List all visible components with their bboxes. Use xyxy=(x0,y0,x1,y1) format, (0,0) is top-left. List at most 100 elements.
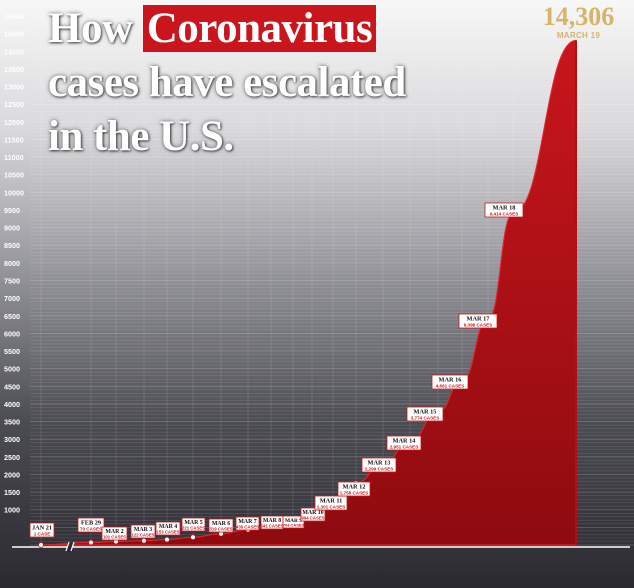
callout-box xyxy=(208,518,234,533)
callout-date: MAR 16 xyxy=(439,377,462,384)
y-tick-label: 1500 xyxy=(4,488,20,497)
data-point xyxy=(164,536,170,543)
callout-date: MAR 6 xyxy=(212,521,230,527)
title-line-3: in the U.S. xyxy=(48,113,234,160)
callout-value: 1 CASE xyxy=(34,531,51,536)
callout-box xyxy=(386,435,422,451)
callout-date: MAR 9 xyxy=(285,518,302,524)
y-tick-label: 13500 xyxy=(4,65,24,74)
y-tick-label: 4500 xyxy=(4,382,20,391)
callout-value: 2,951 CASES xyxy=(390,444,419,449)
callout-box xyxy=(406,406,444,422)
callout-value: 435 CASES xyxy=(236,524,259,529)
chart-title: How Coronavirus cases have escalated in … xyxy=(48,2,406,164)
callout-date: MAR 11 xyxy=(320,498,343,505)
callout-date: MAR 14 xyxy=(393,438,417,445)
callout-date: MAR 7 xyxy=(238,519,256,525)
callout-value: 994 CASES xyxy=(301,515,324,520)
y-tick-label: 6000 xyxy=(4,329,20,338)
title-prefix: How xyxy=(48,5,143,52)
callout-value: 1,301 CASES xyxy=(317,504,346,509)
y-tick-label: 2000 xyxy=(4,470,20,479)
y-tick-label: 11000 xyxy=(4,153,24,162)
callout-box xyxy=(314,495,348,511)
callout-date: MAR 8 xyxy=(263,518,281,524)
axis-break-gap xyxy=(67,542,73,552)
y-tick-label: 14000 xyxy=(4,47,24,56)
y-tick-label: 5500 xyxy=(4,347,20,356)
callout-date: MAR 5 xyxy=(184,520,202,526)
callout-box xyxy=(77,517,105,533)
callout-box xyxy=(130,524,156,539)
callout-value: 122 CASES xyxy=(131,532,154,537)
callout-date: FEB 29 xyxy=(81,520,101,527)
callout-value: 319 CASES xyxy=(209,526,232,531)
y-tick-label: 3500 xyxy=(4,418,20,427)
data-point xyxy=(88,539,94,546)
data-point xyxy=(141,537,147,544)
callout-value: 4,661 CASES xyxy=(436,383,465,388)
callout-date: MAR 4 xyxy=(159,524,177,530)
callout-box xyxy=(484,202,524,218)
callout-date: MAR 18 xyxy=(493,205,516,212)
y-tick-label: 14500 xyxy=(4,30,24,39)
title-highlight: Coronavirus xyxy=(142,5,377,52)
callout-box xyxy=(29,522,55,538)
callout-date: MAR 2 xyxy=(105,529,123,535)
callout-box xyxy=(282,515,305,529)
callout: MAR 176,396 CASES xyxy=(458,313,498,329)
callout-value: 9,414 CASES xyxy=(490,211,519,216)
y-tick-label: 5000 xyxy=(4,365,20,374)
callout: MAR 164,661 CASES xyxy=(431,374,469,390)
y-tick-label: 8500 xyxy=(4,241,20,250)
y-tick-label: 3000 xyxy=(4,435,20,444)
y-tick-label: 11500 xyxy=(4,135,24,144)
y-tick-label: 13000 xyxy=(4,83,24,92)
callout: MAR 132,299 CASES xyxy=(361,457,397,473)
callout-value: 541 CASES xyxy=(260,523,283,528)
callout-box xyxy=(101,526,128,541)
y-tick-label: 4000 xyxy=(4,400,20,409)
y-tick-label: 10500 xyxy=(4,171,24,180)
callout: JAN 211 CASE xyxy=(29,522,55,538)
callout-box xyxy=(361,457,397,473)
y-axis-ticks: 15000 14500 14000 13500 13000 12500 12000 11500… xyxy=(4,12,24,515)
callout-value: 70 CASES xyxy=(80,526,102,531)
y-tick-label: 1000 xyxy=(4,506,20,515)
callout: MAR 189,414 CASES xyxy=(484,202,524,218)
callout-date: JAN 21 xyxy=(32,525,52,532)
callout-date: MAR 13 xyxy=(368,460,391,467)
callout-value: 2,299 CASES xyxy=(365,466,394,471)
data-point xyxy=(190,534,196,541)
y-tick-label: 12500 xyxy=(4,100,24,109)
callout-value: 3,774 CASES xyxy=(411,415,440,420)
callout-date: MAR 12 xyxy=(343,484,366,491)
callout-value: 153 CASES xyxy=(156,529,179,534)
callout-value: 101 CASES xyxy=(103,534,126,539)
callout: MAR 111,301 CASES xyxy=(314,495,348,511)
peak-value-label: 14,306 xyxy=(542,2,615,31)
peak-date-label: MARCH 19 xyxy=(556,31,601,40)
callout-box xyxy=(431,374,469,390)
title-line-2: cases have escalated xyxy=(48,59,406,106)
callout-date: MAR 3 xyxy=(134,527,152,533)
data-point xyxy=(38,542,44,548)
callout-box xyxy=(181,517,206,532)
callout-date: MAR 17 xyxy=(467,316,490,323)
callout-value: 1,758 CASES xyxy=(340,490,369,495)
callout-value: 704 CASES xyxy=(283,523,305,528)
callout-box xyxy=(337,481,371,497)
y-tick-label: 8000 xyxy=(4,259,20,268)
callout-box xyxy=(458,313,498,329)
callout: MAR 142,951 CASES xyxy=(386,435,422,451)
y-tick-label: 7000 xyxy=(4,294,20,303)
